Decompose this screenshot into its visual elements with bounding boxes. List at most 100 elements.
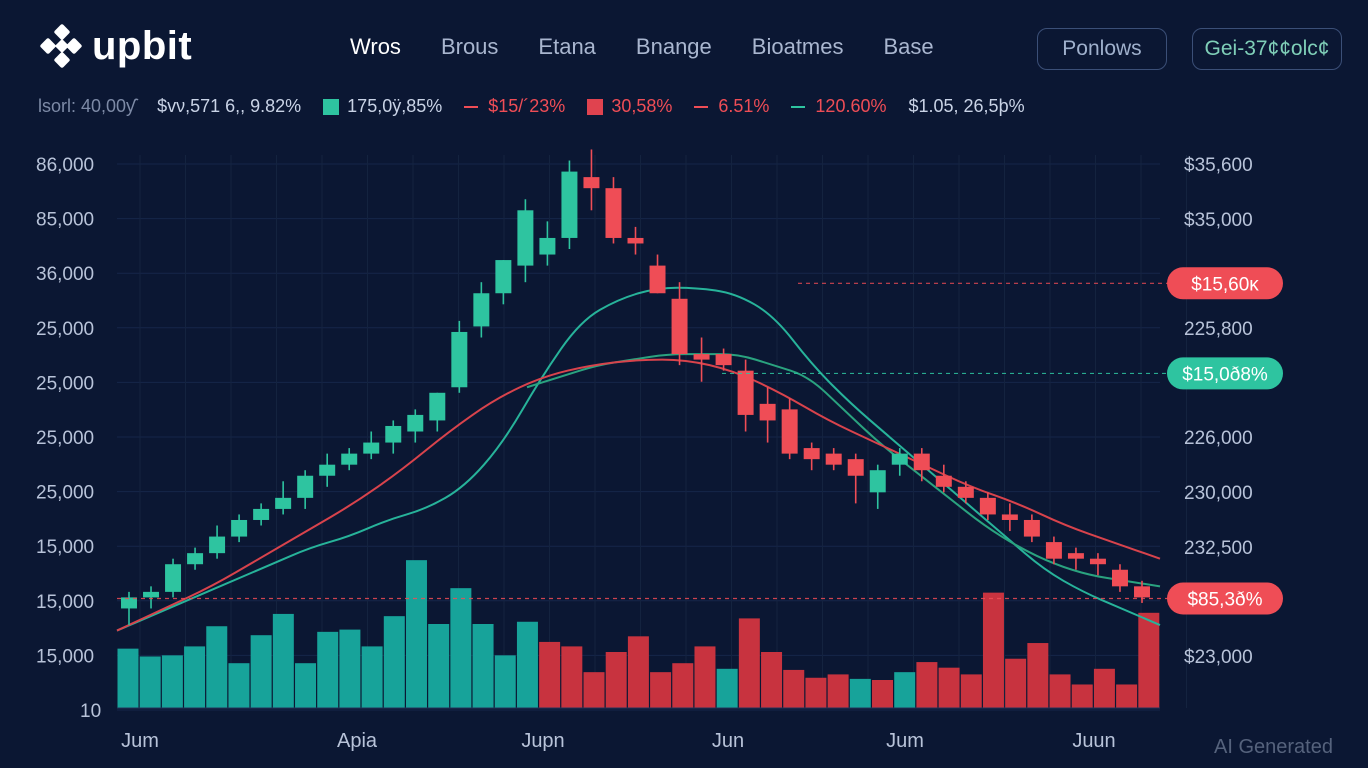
volume-bar [938,667,960,708]
candle [275,481,292,515]
main-nav: Wros Brous Etana Bnange Bioatmes Base [350,34,974,60]
candle [539,221,556,266]
candle [1001,503,1018,532]
volume-bar [1138,612,1160,708]
candle [1045,536,1062,565]
left-axis-label: 25,000 [36,373,94,394]
candle-body [715,354,732,366]
x-axis-label: Jum [886,730,924,752]
ticker-value: 30,58% [611,96,673,116]
candle [341,448,358,471]
legend-dash-icon [694,105,709,108]
left-axis-label: 86,000 [36,155,94,176]
candle [935,464,952,493]
candle-body [253,508,270,520]
ticker-value: 175,0ÿ,85% [347,96,443,116]
candle-body [1089,558,1106,565]
candle [187,547,204,570]
ticker-value: lsorl: 40,00ƴ [38,96,136,116]
volume-bar [272,613,294,708]
right-axis-label: $35,600 [1184,155,1253,176]
volume-bar [405,560,427,708]
candle [847,453,864,504]
upbit-logo[interactable]: upbit [40,24,192,68]
candle-body [1111,569,1128,587]
candle [803,442,820,471]
volume-bar [361,646,383,708]
candle-body [407,414,424,432]
candle-body [649,265,666,294]
account-button[interactable]: Gei-37¢¢olc¢ [1192,28,1342,70]
left-axis-label: 15,000 [36,537,94,558]
candle [627,226,644,255]
candle-body [143,591,160,598]
ma-fast-line [116,286,1162,632]
candle-body [825,453,842,465]
candle [1023,514,1040,543]
candle [165,558,182,598]
volume-bar [1071,684,1093,708]
candle-body [495,260,512,294]
nav-item-bnange[interactable]: Bnange [635,34,712,59]
ticker-value: $vν,571 6,, 9.82% [157,96,302,116]
nav-item-etana[interactable]: Etana [538,34,596,59]
volume-bar [716,668,738,708]
price-tag-label: $15,0ð8% [1182,364,1268,385]
volume-bar [605,652,627,708]
candle-body [605,188,622,238]
candle [671,282,688,366]
candle [913,448,930,482]
nav-item-bioatmes[interactable]: Bioatmes [751,34,844,59]
candle-body [231,519,248,537]
legend-dash-icon [791,105,806,108]
ponlows-button[interactable]: Ponlows [1037,28,1167,70]
candle [451,320,468,393]
ticker-item: $vν,571 6,, 9.82% [157,96,301,117]
watermark-text: AI Generated [1214,736,1333,758]
volume-bar [650,672,672,708]
logo-text: upbit [92,23,193,68]
candle-body [517,210,534,266]
candle-body [561,171,578,238]
ma-slow-line [116,358,1161,632]
nav-item-base[interactable]: Base [883,34,934,59]
nav-item-wros[interactable]: Wros [350,34,401,59]
volume-bar [1116,684,1138,708]
candle [319,453,336,487]
candle [737,359,754,432]
volume-bar [117,648,139,708]
volume-bar [184,646,206,708]
volume-bar [849,678,871,708]
volume-bar [539,641,561,708]
candle [825,448,842,471]
candle [297,470,314,509]
volume-bar [1049,674,1071,708]
candle-body [187,553,204,565]
candle [781,398,798,460]
candle-body [297,475,314,498]
price-tag-pill [1167,267,1283,300]
left-axis-label: 85,000 [36,210,94,231]
volume-bar [516,621,538,708]
ticker-value: 120.60% [815,96,887,116]
candle-body [363,442,380,454]
volume-bar [1027,643,1049,708]
left-axis-label: 36,000 [36,264,94,285]
x-axis-label: Jum [121,730,159,752]
volume-bar [494,655,516,708]
left-axis-label: 25,000 [36,483,94,504]
candle-body [209,536,226,554]
candle [473,282,490,338]
candle [495,260,512,305]
volume-bar [627,636,649,708]
x-axis-label: Jupn [521,730,564,752]
logo-mark-icon [40,24,82,68]
candle-body [869,470,886,493]
candle [583,149,600,211]
left-axis-label: 25,000 [36,428,94,449]
nav-item-brous[interactable]: Brous [440,34,499,59]
volume-bar [295,663,317,708]
candle [429,392,446,432]
volume-bar [960,674,982,708]
